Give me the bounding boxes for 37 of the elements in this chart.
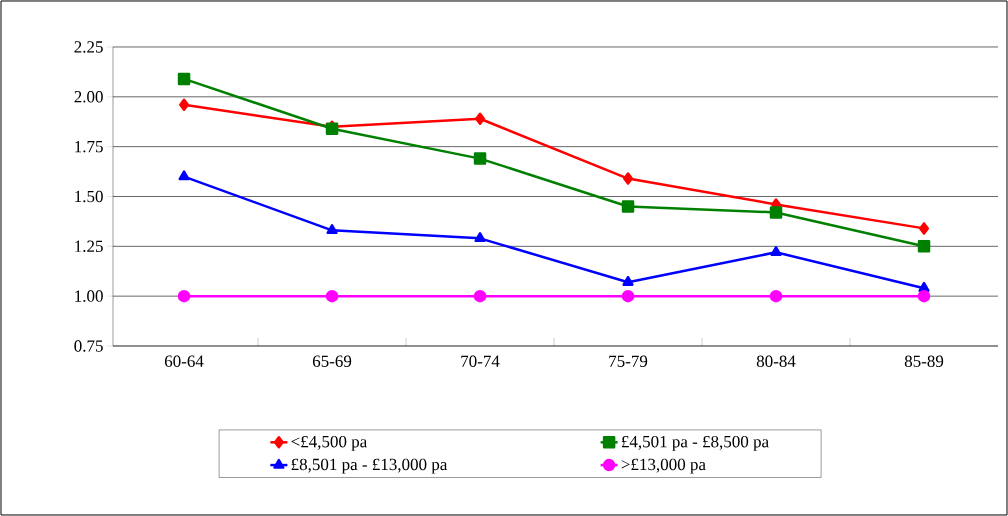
point (917, 289, 931, 303)
x-tick-label: 85-89 (904, 355, 944, 367)
point (919, 222, 930, 235)
point (178, 170, 190, 181)
point (474, 232, 486, 243)
point (769, 289, 783, 303)
y-tick-label: 1.75 (75, 140, 103, 153)
point (621, 200, 635, 213)
point (179, 98, 190, 112)
y-tick-label: 1.25 (75, 240, 103, 253)
point (770, 246, 782, 257)
legend-label: £4,501 pa - £8,500 pa (621, 435, 769, 451)
legend-label: >£13,000 pa (621, 458, 706, 474)
point (769, 206, 783, 219)
point (475, 112, 486, 125)
x-tick-label: 80-84 (756, 355, 796, 367)
x-tick-label: 60-64 (164, 355, 204, 367)
point (623, 172, 634, 185)
legend-label: <£4,500 pa (291, 435, 368, 451)
y-tick-label: 1.50 (75, 190, 103, 203)
x-tick-label: 70-74 (461, 355, 500, 367)
point (621, 289, 635, 303)
x-tick-label: 65-69 (312, 355, 352, 367)
point (917, 240, 931, 253)
x-tick-label: 75-79 (609, 355, 648, 367)
y-tick-label: 2.25 (74, 41, 103, 53)
point (622, 275, 634, 286)
y-tick-label: 0.75 (74, 340, 103, 352)
point (473, 152, 487, 165)
point (473, 289, 487, 303)
point (326, 224, 338, 235)
y-tick-label: 1.00 (75, 290, 103, 302)
y-tick-label: 2.00 (74, 91, 103, 103)
legend-label: £8,501 pa - £13,000 pa (291, 458, 448, 474)
point (325, 289, 339, 303)
point (177, 72, 191, 86)
point (177, 289, 191, 303)
